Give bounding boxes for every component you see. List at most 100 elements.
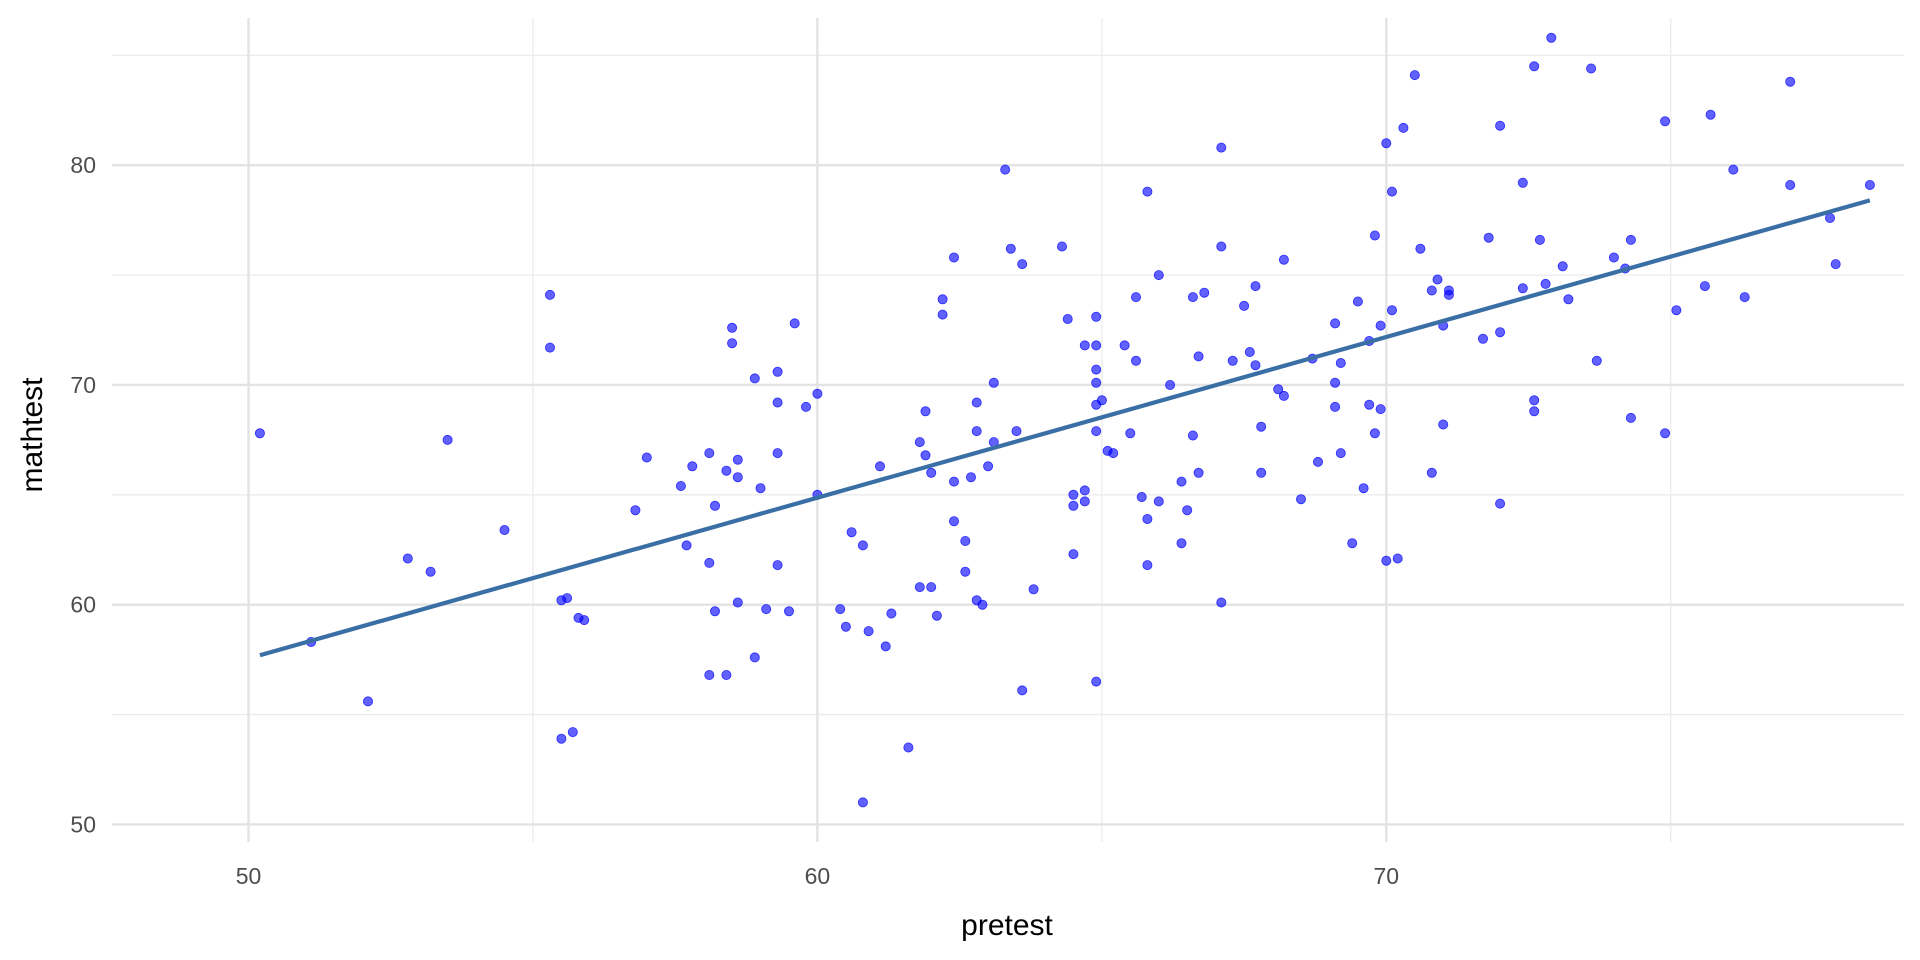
data-point xyxy=(1398,122,1409,133)
data-point xyxy=(1557,261,1568,272)
data-point xyxy=(721,670,732,681)
data-point xyxy=(1591,355,1602,366)
minor-gridlines xyxy=(112,18,1904,842)
data-point xyxy=(875,461,886,472)
data-point xyxy=(1369,428,1380,439)
data-point xyxy=(960,536,971,547)
data-point xyxy=(556,733,567,744)
data-point xyxy=(1546,32,1557,43)
data-point xyxy=(1313,456,1324,467)
data-point xyxy=(1091,426,1102,437)
data-point xyxy=(857,797,868,808)
data-point xyxy=(675,480,686,491)
data-point xyxy=(1529,61,1540,72)
y-tick-label: 70 xyxy=(70,372,96,398)
data-point xyxy=(914,437,925,448)
data-point xyxy=(749,373,760,384)
data-point xyxy=(1864,179,1875,190)
data-point xyxy=(960,566,971,577)
data-point xyxy=(1335,448,1346,459)
data-point xyxy=(1079,496,1090,507)
data-point xyxy=(903,742,914,753)
data-point xyxy=(1091,340,1102,351)
data-point xyxy=(1381,555,1392,566)
data-point xyxy=(1785,179,1796,190)
data-point xyxy=(1165,379,1176,390)
data-point xyxy=(1335,357,1346,368)
data-point xyxy=(983,461,994,472)
data-point xyxy=(704,557,715,568)
data-point xyxy=(1347,538,1358,549)
data-point xyxy=(727,322,738,333)
data-point xyxy=(1125,428,1136,439)
data-point xyxy=(1250,281,1261,292)
data-point xyxy=(1091,377,1102,388)
data-point xyxy=(772,560,783,571)
data-point xyxy=(1517,177,1528,188)
data-point xyxy=(1091,676,1102,687)
data-point xyxy=(784,606,795,617)
data-point xyxy=(1187,292,1198,303)
data-point xyxy=(1728,164,1739,175)
data-point xyxy=(1330,318,1341,329)
y-tick-labels: 50 60 70 80 xyxy=(70,152,96,837)
y-tick-label: 60 xyxy=(70,592,96,618)
data-point xyxy=(1495,327,1506,338)
data-point xyxy=(1495,498,1506,509)
data-point xyxy=(1017,685,1028,696)
data-point xyxy=(1660,428,1671,439)
data-point xyxy=(1057,241,1068,252)
data-point xyxy=(710,606,721,617)
data-point xyxy=(801,401,812,412)
data-point xyxy=(1426,467,1437,478)
regression-line xyxy=(259,198,1871,658)
data-point xyxy=(710,500,721,511)
data-point xyxy=(1296,494,1307,505)
data-point xyxy=(1068,500,1079,511)
data-point xyxy=(835,604,846,615)
data-point xyxy=(1079,485,1090,496)
data-point xyxy=(1409,70,1420,81)
data-point xyxy=(966,472,977,483)
data-point xyxy=(886,608,897,619)
x-tick-labels: 50 60 70 xyxy=(236,863,1399,889)
data-point xyxy=(362,696,373,707)
x-tick-label: 70 xyxy=(1374,863,1400,889)
data-point xyxy=(1182,505,1193,516)
data-point xyxy=(1364,399,1375,410)
major-gridlines xyxy=(112,18,1904,842)
data-point xyxy=(1256,421,1267,432)
x-tick-label: 50 xyxy=(236,863,262,889)
data-point xyxy=(254,428,265,439)
data-point xyxy=(1608,252,1619,263)
data-point xyxy=(1091,311,1102,322)
data-point xyxy=(840,621,851,632)
data-point xyxy=(857,540,868,551)
data-point xyxy=(1256,467,1267,478)
data-point xyxy=(920,450,931,461)
data-point xyxy=(1017,259,1028,270)
data-point xyxy=(1119,340,1130,351)
data-point xyxy=(1415,243,1426,254)
data-point xyxy=(1216,142,1227,153)
data-point xyxy=(499,525,510,536)
data-point xyxy=(1131,355,1142,366)
data-point xyxy=(704,448,715,459)
data-point xyxy=(1187,430,1198,441)
data-point xyxy=(1011,426,1022,437)
data-point xyxy=(1273,384,1284,395)
data-point xyxy=(1699,281,1710,292)
data-point xyxy=(931,610,942,621)
data-point xyxy=(732,454,743,465)
data-point xyxy=(977,599,988,610)
data-point xyxy=(1529,406,1540,417)
data-point xyxy=(1830,259,1841,270)
data-point xyxy=(749,652,760,663)
data-point xyxy=(1443,285,1454,296)
data-point xyxy=(687,461,698,472)
data-point xyxy=(846,527,857,538)
data-point xyxy=(1426,285,1437,296)
data-point xyxy=(949,516,960,527)
data-point xyxy=(1625,412,1636,423)
data-point xyxy=(442,434,453,445)
